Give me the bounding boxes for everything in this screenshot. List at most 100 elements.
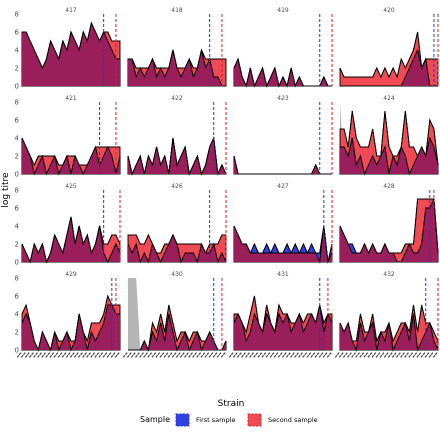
x-tick-label: ▬▬ [285,351,292,359]
y-tick-label: 6 [15,29,20,37]
x-tick-label: ▬▬ [236,351,243,359]
x-tick-label: ▬▬ [289,351,296,359]
x-tick-label: ▬▬ [317,351,324,359]
first-sample-line [128,313,227,352]
second-sample-line [21,137,120,167]
legend-label-first: First sample [196,416,235,424]
x-tick-label: ▬▬ [281,351,288,359]
facet-panel: 431▬▬▬▬▬▬▬▬▬▬▬▬▬▬▬▬▬▬▬▬▬▬▬▬▬▬▬▬▬▬▬▬▬▬▬▬▬… [227,271,332,359]
overlap-area [340,199,438,262]
x-tick-label: ▬▬ [81,351,88,359]
facet-panel: 418 [127,7,227,87]
x-tick-label: ▬▬ [73,351,80,359]
first-sample-line [339,198,439,263]
x-tick-label: ▬▬ [195,351,202,359]
y-tick-label: 8 [15,11,19,19]
facet-panel: 424 [339,95,439,176]
panel-title: 429 [65,271,77,278]
x-tick-label: ▬▬ [252,351,259,359]
x-tick-label: ▬▬ [199,351,206,359]
x-tick-label: ▬▬ [395,351,402,359]
x-tick-label: ▬▬ [158,351,165,359]
x-tick-label: ▬▬ [191,351,198,359]
y-tick-label: 6 [15,117,20,125]
x-tick-label: ▬▬ [362,351,369,359]
facet-panel: 421 0 2 4 6 8 [15,95,121,179]
x-tick-label: ▬▬ [358,351,365,359]
overlap-area [128,314,226,350]
x-tick-label: ▬▬ [28,351,35,359]
overlap-area [22,23,120,86]
y-tick-label: 4 [15,223,20,231]
first-sample-line [340,136,439,176]
x-tick-label: ▬▬ [399,351,406,359]
overlap-area [22,217,120,262]
y-tick-label: 2 [15,65,19,73]
x-tick-label: ▬▬ [293,351,300,359]
x-tick-label: ▬▬ [346,351,353,359]
y-tick-label: 0 [15,259,19,267]
x-tick-label: ▬▬ [338,351,345,359]
x-tick-label: ▬▬ [101,351,108,359]
facet-panel: 417 0 2 4 6 8 [15,7,121,91]
overlap-area [234,59,332,86]
first-sample-line [233,57,332,88]
overlap-area [234,156,332,174]
facet-panel: 427 [233,183,333,264]
x-tick-label: ▬▬ [15,351,22,359]
panel-title: 423 [277,95,289,102]
overlap-area [234,305,332,350]
x-tick-label: ▬▬ [24,351,31,359]
x-axis-label: Strain [218,399,245,409]
x-tick-label: ▬▬ [219,351,226,359]
x-tick-label: ▬▬ [374,351,381,359]
first-sample-line [233,304,333,343]
x-tick-label: ▬▬ [162,351,169,359]
x-tick-label: ▬▬ [366,351,373,359]
x-tick-label: ▬▬ [244,351,251,359]
x-tick-label: ▬▬ [309,351,316,359]
x-tick-label: ▬▬ [85,351,92,359]
x-tick-label: ▬▬ [354,351,361,359]
x-tick-label: ▬▬ [378,351,385,359]
x-tick-label: ▬▬ [342,351,349,359]
x-tick-label: ▬▬ [93,351,100,359]
panel-title: 430 [171,271,183,278]
facet-panel: 422 [127,95,227,176]
legend-title: Sample [140,415,170,424]
x-tick-label: ▬▬ [407,351,414,359]
x-tick-label: ▬▬ [301,351,308,359]
x-tick-label: ▬▬ [427,351,434,359]
x-tick-label: ▬▬ [419,351,426,359]
overlap-area [22,305,120,350]
y-tick-label: 8 [15,187,19,195]
x-tick-label: ▬▬ [32,351,39,359]
x-tick-label: ▬▬ [134,351,141,359]
legend-key-second [247,413,262,427]
x-tick-label: ▬▬ [89,351,96,359]
x-tick-label: ▬▬ [109,351,116,359]
x-tick-label: ▬▬ [69,351,76,359]
y-tick-label: 0 [15,171,19,179]
x-tick-label: ▬▬ [20,351,27,359]
x-tick-label: ▬▬ [211,351,218,359]
x-tick-label: ▬▬ [350,351,357,359]
x-tick-label: ▬▬ [138,351,145,359]
first-sample-line [340,48,438,87]
x-tick-label: ▬▬ [44,351,51,359]
y-tick-label: 6 [15,205,20,213]
y-tick-label: 4 [15,47,20,55]
y-tick-label: 0 [15,83,19,91]
x-tick-label: ▬▬ [411,351,418,359]
x-tick-label: ▬▬ [97,351,104,359]
panel-title: 419 [277,7,289,14]
x-tick-label: ▬▬ [187,351,194,359]
panel-title: 420 [383,7,395,14]
x-tick-label: ▬▬ [154,351,161,359]
x-tick-label: ▬▬ [431,351,438,359]
y-tick-label: 6 [15,293,20,301]
x-tick-label: ▬▬ [113,351,120,359]
x-tick-label: ▬▬ [268,351,275,359]
x-tick-label: ▬▬ [333,351,340,359]
